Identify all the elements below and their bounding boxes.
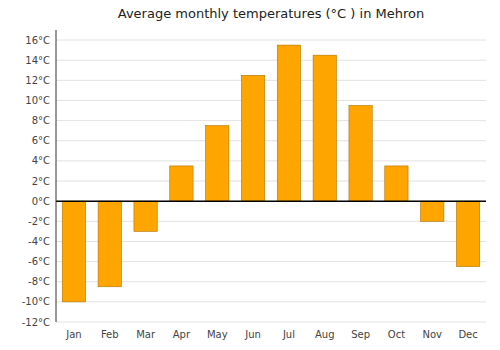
bar (385, 166, 408, 201)
bar (170, 166, 193, 201)
title: Average monthly temperatures (°C ) in Me… (118, 6, 424, 21)
y-tick-label: -6°C (28, 256, 50, 267)
grid-line (56, 140, 486, 141)
y-tick-label: -12°C (22, 317, 50, 328)
y-tick-label: 10°C (25, 95, 50, 106)
grid-line (56, 60, 486, 61)
y-tick-label: 0°C (32, 196, 50, 207)
bar (241, 75, 264, 201)
y-tick-label: -4°C (28, 236, 50, 247)
y-tick-label: 6°C (32, 135, 50, 146)
x-tick-label: Aug (315, 329, 335, 340)
y-tick-label: 14°C (25, 55, 50, 66)
grid-line (56, 301, 486, 302)
x-tick-label: Dec (458, 329, 477, 340)
grid-line (56, 120, 486, 121)
y-tick-label: -10°C (22, 296, 50, 307)
x-tick-label: Jun (244, 329, 261, 340)
bar (456, 201, 479, 266)
y-ticks: -12°C -10°C -8°C -6°C -4°C -2°C 0°C 2°C 4°C 6°C 8°… (22, 35, 50, 328)
y-tick-label: 2°C (32, 176, 50, 187)
x-tick-label: Apr (173, 329, 191, 340)
bar (134, 201, 157, 231)
x-tick-label: Jan (65, 329, 81, 340)
grid (56, 40, 486, 322)
x-tick-label: Nov (422, 329, 442, 340)
bar (421, 201, 444, 221)
y-tick-label: -8°C (28, 276, 50, 287)
x-tick-label: Oct (388, 329, 405, 340)
chart: Average monthly temperatures (°C ) in Me… (0, 0, 500, 350)
grid-line (56, 80, 486, 81)
y-tick-label: 4°C (32, 155, 50, 166)
y-tick-label: -2°C (28, 216, 50, 227)
y-tick-label: 12°C (25, 75, 50, 86)
bars (62, 45, 479, 302)
x-tick-label: Sep (351, 329, 370, 340)
y-tick-label: 16°C (25, 35, 50, 46)
zero-line (56, 200, 486, 202)
grid-line (56, 201, 486, 202)
bar (62, 201, 85, 302)
grid-line (56, 160, 486, 161)
grid-line (56, 181, 486, 182)
bar (313, 55, 336, 201)
x-tick-label: Jul (282, 329, 295, 340)
grid-line (56, 322, 486, 323)
grid-line (56, 100, 486, 101)
bar (349, 106, 372, 202)
x-tick-label: Feb (101, 329, 119, 340)
grid-line (56, 40, 486, 41)
bar (206, 126, 229, 202)
x-ticks: Jan Feb Mar Apr May Jun Jul Aug Sep Oct Nov Dec (65, 329, 478, 340)
bar (98, 201, 121, 287)
x-tick-label: May (207, 329, 228, 340)
bar (277, 45, 300, 201)
y-axis-line (56, 30, 57, 322)
x-tick-label: Mar (136, 329, 156, 340)
y-tick-label: 8°C (32, 115, 50, 126)
